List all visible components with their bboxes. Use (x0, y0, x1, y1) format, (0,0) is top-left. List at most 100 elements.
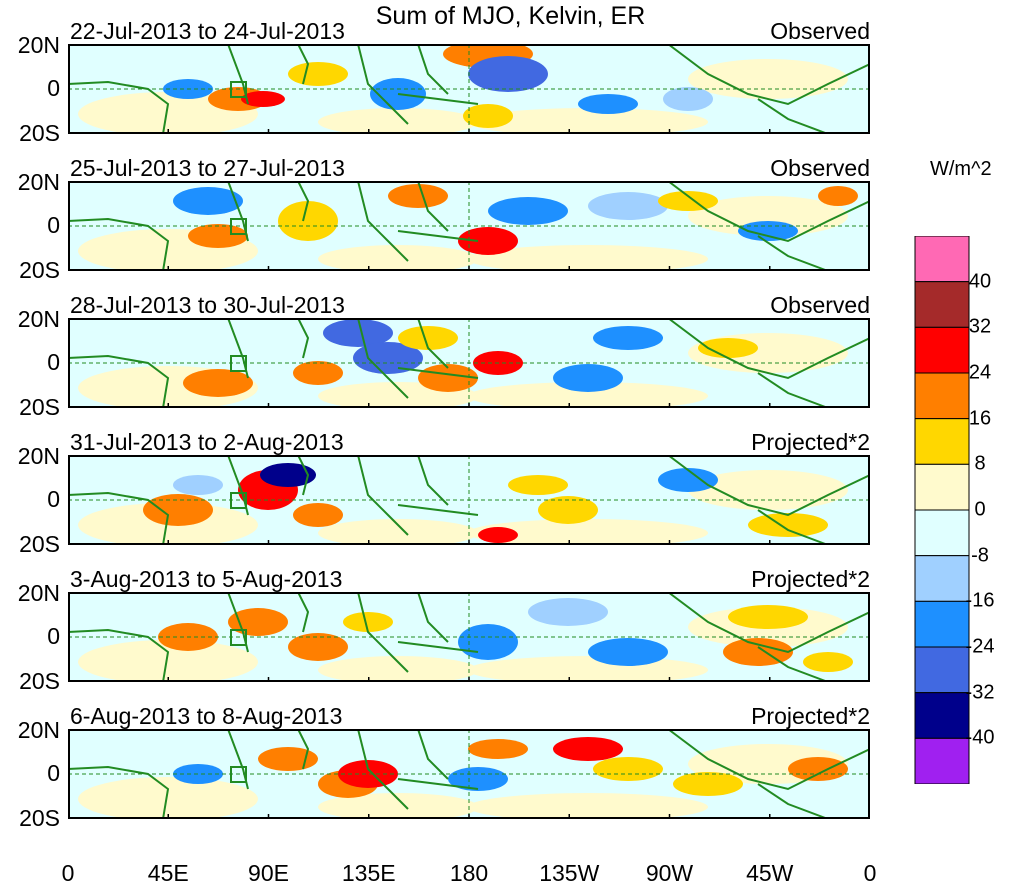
anomaly-blob (478, 527, 518, 543)
anomaly-region (78, 640, 258, 682)
anomaly-blob (293, 361, 343, 385)
colorbar-swatch (914, 646, 970, 694)
anomaly-blob (593, 326, 663, 350)
panel-date-range: 22-Jul-2013 to 24-Jul-2013 (70, 18, 345, 44)
panel-date-range: 28-Jul-2013 to 30-Jul-2013 (70, 292, 345, 318)
anomaly-blob (183, 369, 253, 397)
coastline (297, 455, 310, 496)
y-tick-label: 0 (47, 75, 60, 101)
coastline (297, 181, 310, 222)
anomaly-blob (293, 503, 343, 527)
anomaly-blob (388, 184, 448, 208)
anomaly-blob (593, 757, 663, 781)
coastline (757, 235, 829, 271)
colorbar-swatch (914, 463, 970, 511)
colorbar-label: -8 (971, 544, 989, 567)
panel-date-range: 25-Jul-2013 to 27-Jul-2013 (70, 155, 345, 181)
anomaly-blob (538, 496, 598, 524)
anomaly-region (468, 382, 708, 408)
coastline (417, 729, 449, 780)
anomaly-region (688, 59, 848, 99)
y-tick-label: 0 (47, 212, 60, 238)
coastline (667, 181, 870, 243)
anomaly-blob (288, 633, 348, 661)
coastline (667, 592, 870, 654)
colorbar-label: 0 (974, 498, 986, 521)
coastline (757, 509, 829, 545)
anomaly-blob (528, 598, 608, 626)
colorbar-swatch (914, 555, 970, 602)
anomaly-map (68, 455, 870, 545)
anomaly-blob (723, 638, 793, 666)
colorbar-swatch (914, 418, 970, 465)
coastline (667, 729, 870, 791)
colorbar-label: 32 (968, 315, 992, 338)
figure-title: Sum of MJO, Kelvin, ER (375, 2, 646, 30)
colorbar-label: 40 (968, 270, 992, 293)
coastline (397, 778, 479, 790)
colorbar-swatch (914, 326, 970, 374)
panel-6: 6-Aug-2013 to 8-Aug-2013 Projected*2 20N 0 2… (0, 703, 1021, 840)
anomaly-blob (278, 201, 338, 241)
anomaly-region (318, 656, 478, 682)
y-tick-label: 20S (19, 394, 60, 420)
anomaly-map (68, 729, 870, 819)
panel-date-range: 6-Aug-2013 to 8-Aug-2013 (70, 703, 343, 729)
panel-kind-label: Observed (770, 155, 870, 181)
panel-4: 31-Jul-2013 to 2-Aug-2013 Projected*2 20N 0… (0, 429, 1021, 566)
colorbar (914, 236, 970, 784)
anomaly-region (318, 519, 478, 545)
anomaly-blob (353, 342, 423, 374)
anomaly-blob (748, 513, 828, 537)
anomaly-region (318, 793, 478, 819)
colorbar-swatch (914, 509, 970, 557)
y-tick-label: 20N (17, 32, 60, 58)
coastline (757, 646, 829, 682)
y-tick-label: 0 (47, 349, 60, 375)
colorbar-swatch (914, 372, 970, 420)
coastline (397, 367, 479, 379)
anomaly-blob (468, 56, 548, 92)
y-tick-label: 20N (17, 169, 60, 195)
anomaly-blob (463, 104, 513, 128)
anomaly-blob (658, 191, 718, 211)
anomaly-region (318, 245, 478, 271)
anomaly-blob (578, 94, 638, 114)
anomaly-region (468, 245, 708, 271)
y-tick-label: 20N (17, 717, 60, 743)
anomaly-map (68, 44, 870, 134)
x-tick-label: 0 (61, 860, 75, 886)
coastline (757, 98, 829, 134)
anomaly-blob (241, 91, 285, 107)
anomaly-blob (143, 494, 213, 526)
colorbar-label: -32 (965, 681, 995, 704)
anomaly-map (68, 181, 870, 271)
anomaly-blob (673, 772, 743, 796)
y-tick-label: 20N (17, 443, 60, 469)
anomaly-blob (663, 87, 713, 111)
anomaly-blob (698, 338, 758, 358)
y-tick-label: 20S (19, 805, 60, 831)
panel-kind-label: Projected*2 (751, 429, 870, 455)
coastline (357, 729, 409, 810)
panel-kind-label: Observed (770, 292, 870, 318)
coastline (417, 318, 449, 369)
panel-date-range: 3-Aug-2013 to 5-Aug-2013 (70, 566, 343, 592)
coastline (417, 455, 449, 506)
y-tick-label: 20S (19, 531, 60, 557)
anomaly-region (468, 519, 708, 545)
anomaly-blob (398, 326, 458, 350)
anomaly-blob (458, 227, 518, 255)
anomaly-region (468, 108, 708, 134)
anomaly-region (318, 108, 478, 134)
y-tick-label: 0 (47, 623, 60, 649)
panel-3: 28-Jul-2013 to 30-Jul-2013 Observed 20N 0 20… (0, 292, 1021, 429)
x-tick-label: 135W (539, 860, 600, 886)
anomaly-blob (818, 186, 858, 206)
anomaly-blob (803, 652, 853, 672)
coastline (357, 592, 409, 673)
colorbar-swatch (914, 281, 970, 328)
x-tick-label: 45E (147, 860, 189, 886)
coastline (417, 181, 449, 232)
y-tick-label: 0 (47, 486, 60, 512)
